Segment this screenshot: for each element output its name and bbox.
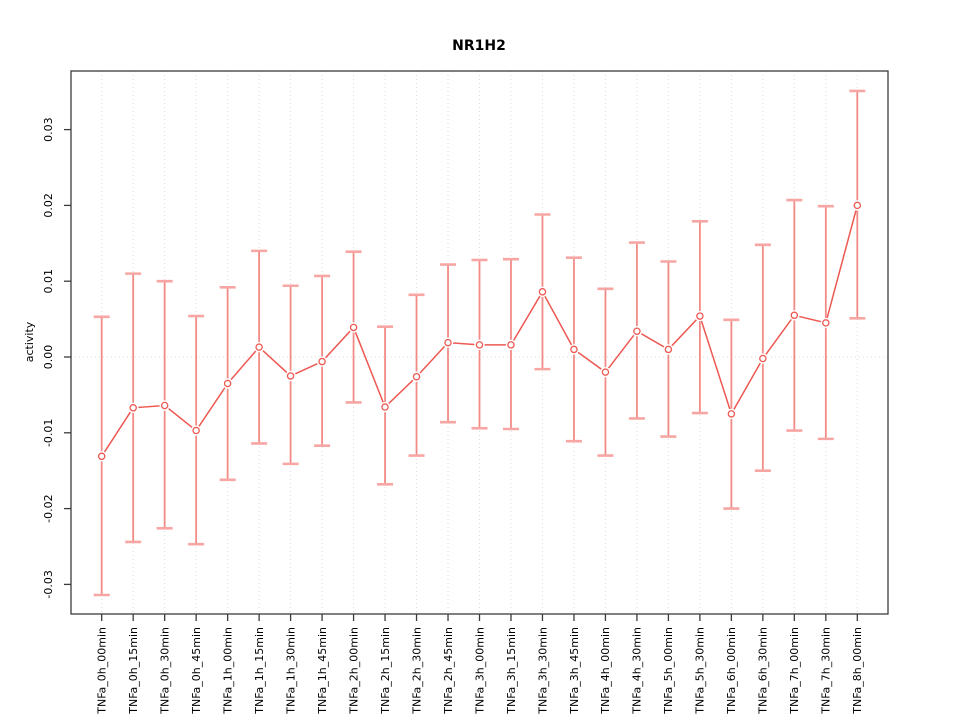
x-tick-label: TNFa_3h_45min — [568, 627, 581, 715]
x-tick-label: TNFa_3h_15min — [505, 627, 518, 715]
data-point — [129, 404, 137, 412]
data-point — [790, 311, 799, 320]
x-tick-label: TNFa_6h_30min — [757, 627, 770, 715]
data-point — [538, 288, 547, 296]
y-tick-label: 0.00 — [42, 345, 55, 370]
data-point — [349, 323, 358, 332]
x-tick-label: TNFa_1h_45min — [316, 627, 329, 715]
x-tick-label: TNFa_6h_00min — [725, 627, 738, 715]
x-tick-label: TNFa_4h_00min — [599, 627, 612, 715]
data-point — [255, 343, 263, 351]
y-axis-label: activity — [23, 321, 36, 362]
data-point — [192, 426, 200, 435]
plot-generated-layer: -0.03 -0.02 -0.01 0.00 0.01 0.02 0.03 TNFa_0h_0… — [42, 70, 889, 715]
data-point — [286, 372, 295, 380]
data-point — [853, 201, 862, 210]
x-tick-label: TNFa_0h_00min — [96, 627, 109, 715]
y-tick-label: -0.03 — [42, 570, 55, 598]
x-tick-label: TNFa_0h_30min — [158, 627, 171, 715]
x-tick-label: TNFa_5h_00min — [662, 627, 675, 715]
data-point — [507, 341, 515, 349]
x-tick-label: TNFa_3h_00min — [473, 627, 486, 715]
x-tick-label: TNFa_1h_30min — [284, 627, 297, 715]
data-point — [475, 341, 484, 349]
data-point — [160, 401, 169, 410]
data-point — [696, 312, 704, 320]
data-point — [759, 354, 767, 363]
x-tick-label: TNFa_7h_30min — [820, 627, 833, 715]
y-tick-label: 0.02 — [42, 193, 55, 218]
x-tick-label: TNFa_2h_45min — [442, 627, 455, 715]
data-point — [223, 379, 232, 388]
x-tick-label: TNFa_8h_00min — [851, 627, 864, 715]
data-point — [570, 345, 578, 354]
data-point — [318, 357, 326, 366]
y-tick-label: -0.02 — [42, 494, 55, 522]
data-point — [97, 452, 106, 461]
data-point — [412, 372, 421, 381]
y-tick-label: 0.03 — [42, 117, 55, 142]
data-point — [601, 368, 610, 376]
x-tick-label: TNFa_2h_00min — [347, 627, 360, 715]
data-point — [444, 338, 452, 347]
x-tick-label: TNFa_0h_45min — [190, 627, 203, 715]
x-tick-label: TNFa_2h_30min — [410, 627, 423, 715]
y-tick-label: -0.01 — [42, 419, 55, 447]
x-tick-label: TNFa_3h_30min — [536, 627, 549, 715]
data-point — [381, 403, 389, 411]
x-tick-label: TNFa_0h_15min — [127, 627, 140, 715]
x-tick-label: TNFa_1h_15min — [253, 627, 266, 715]
data-point — [727, 410, 736, 418]
chart-title: NR1H2 — [452, 38, 506, 54]
x-tick-label: TNFa_1h_00min — [221, 627, 234, 715]
y-tick-label: 0.01 — [42, 269, 55, 294]
x-tick-label: TNFa_2h_15min — [379, 627, 392, 715]
data-point — [633, 327, 641, 335]
x-tick-label: TNFa_5h_30min — [694, 627, 707, 715]
x-tick-label: TNFa_4h_30min — [631, 627, 644, 715]
data-point — [664, 345, 673, 354]
x-tick-label: TNFa_7h_00min — [788, 627, 801, 715]
data-point — [822, 319, 830, 327]
